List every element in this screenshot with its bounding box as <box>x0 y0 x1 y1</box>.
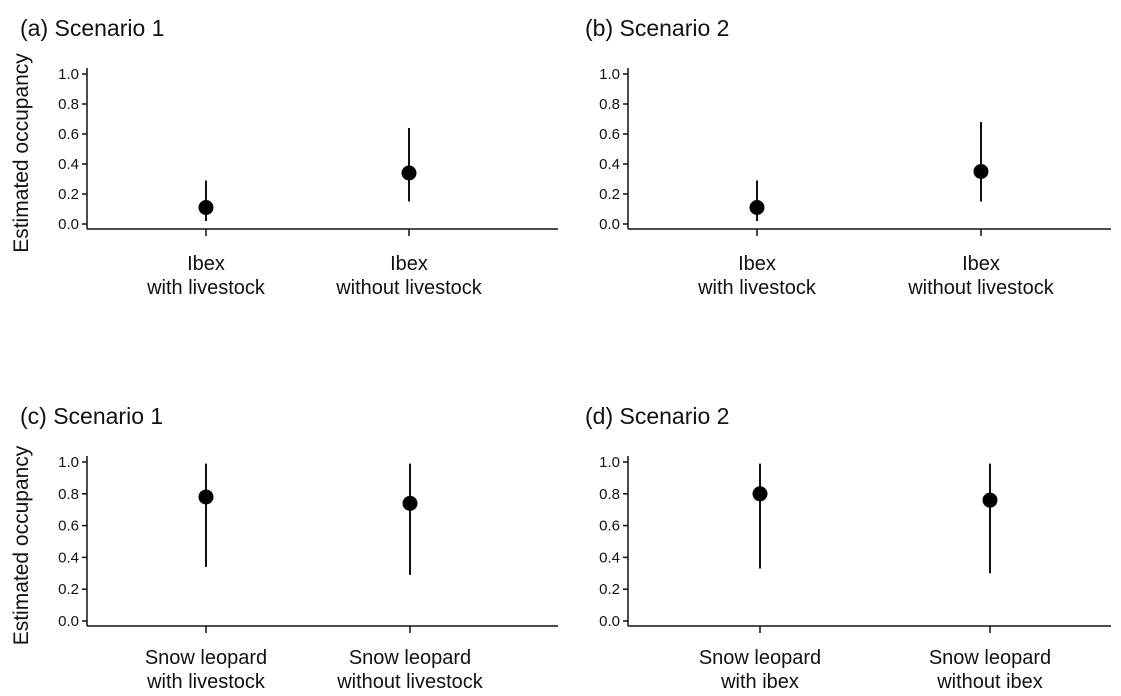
x-tick-label-line: Snow leopard <box>145 647 267 669</box>
x-tick-label-line: with livestock <box>697 277 817 299</box>
x-tick-label: Ibex without livestock <box>907 253 1055 299</box>
y-tick-label: 1.0 <box>599 454 620 471</box>
x-tick-label: Ibex with livestock <box>697 253 817 299</box>
y-tick-label: 0.6 <box>58 126 79 143</box>
x-tick-label-line: Ibex <box>962 253 1000 275</box>
y-tick-label: 0.2 <box>58 581 79 598</box>
y-tick-label: 0.4 <box>58 156 79 173</box>
data-point <box>973 164 989 179</box>
y-tick-label: 0.8 <box>58 96 79 113</box>
x-tick-label: Ibex with livestock <box>146 253 266 299</box>
y-tick-label: 0.0 <box>58 613 79 630</box>
y-tick-label: 1.0 <box>58 454 79 471</box>
y-tick-label: 0.4 <box>599 549 620 566</box>
x-tick-label: Snow leopard without livestock <box>336 647 484 693</box>
y-tick-label: 0.0 <box>599 613 620 630</box>
x-tick-label-line: Ibex <box>390 253 428 275</box>
x-tick-label-line: Ibex <box>187 253 225 275</box>
y-tick-label: 1.0 <box>599 66 620 83</box>
panel-title: (a) Scenario 1 <box>20 15 164 41</box>
panel-title: (b) Scenario 2 <box>585 15 729 41</box>
data-point <box>752 486 768 502</box>
x-tick-label-line: Snow leopard <box>699 647 821 669</box>
y-axis-label: Estimated occupancy <box>10 53 33 253</box>
panel-c: (c) Scenario 1 Estimated occupancy 0.0 0.2 0… <box>10 403 558 693</box>
panel-d: (d) Scenario 2 0.0 0.2 0.4 0.6 0.8 1.0 Snow leo… <box>585 403 1111 693</box>
y-tick-label: 0.2 <box>599 186 620 203</box>
y-tick-label: 0.8 <box>599 96 620 113</box>
y-tick-label: 0.4 <box>599 156 620 173</box>
x-tick-label-line: with livestock <box>146 277 266 299</box>
data-point <box>198 489 214 505</box>
x-tick-label-line: without livestock <box>335 277 483 299</box>
x-tick-label: Snow leopard with livestock <box>145 647 267 693</box>
x-tick-label-line: Ibex <box>738 253 776 275</box>
x-tick-label-line: without livestock <box>336 671 484 693</box>
y-tick-label: 0.4 <box>58 549 79 566</box>
x-tick-label-line: without ibex <box>936 671 1043 693</box>
y-tick-label: 0.2 <box>58 186 79 203</box>
data-point <box>401 165 417 181</box>
panel-title: (c) Scenario 1 <box>20 403 163 429</box>
x-tick-label-line: with ibex <box>720 671 799 693</box>
y-tick-label: 0.8 <box>58 486 79 503</box>
x-tick-label: Ibex without livestock <box>335 253 483 299</box>
data-point <box>198 200 214 215</box>
y-axis-label: Estimated occupancy <box>10 445 33 645</box>
y-tick-label: 0.0 <box>599 216 620 233</box>
panel-title: (d) Scenario 2 <box>585 403 729 429</box>
y-tick-label: 0.6 <box>58 518 79 535</box>
y-tick-label: 1.0 <box>58 66 79 83</box>
y-tick-label: 0.8 <box>599 486 620 503</box>
x-tick-label-line: Snow leopard <box>349 647 471 669</box>
x-tick-label: Snow leopard without ibex <box>929 647 1051 693</box>
data-point <box>402 495 418 511</box>
x-tick-label: Snow leopard with ibex <box>699 647 821 693</box>
x-tick-label-line: Snow leopard <box>929 647 1051 669</box>
data-point <box>749 200 765 215</box>
y-tick-label: 0.6 <box>599 518 620 535</box>
x-tick-label-line: without livestock <box>907 277 1055 299</box>
x-tick-label-line: with livestock <box>146 671 266 693</box>
y-tick-label: 0.6 <box>599 126 620 143</box>
y-tick-label: 0.2 <box>599 581 620 598</box>
y-tick-label: 0.0 <box>58 216 79 233</box>
data-point <box>982 492 998 508</box>
panel-a: (a) Scenario 1 Estimated occupancy 0.0 0.2 0… <box>10 15 558 299</box>
